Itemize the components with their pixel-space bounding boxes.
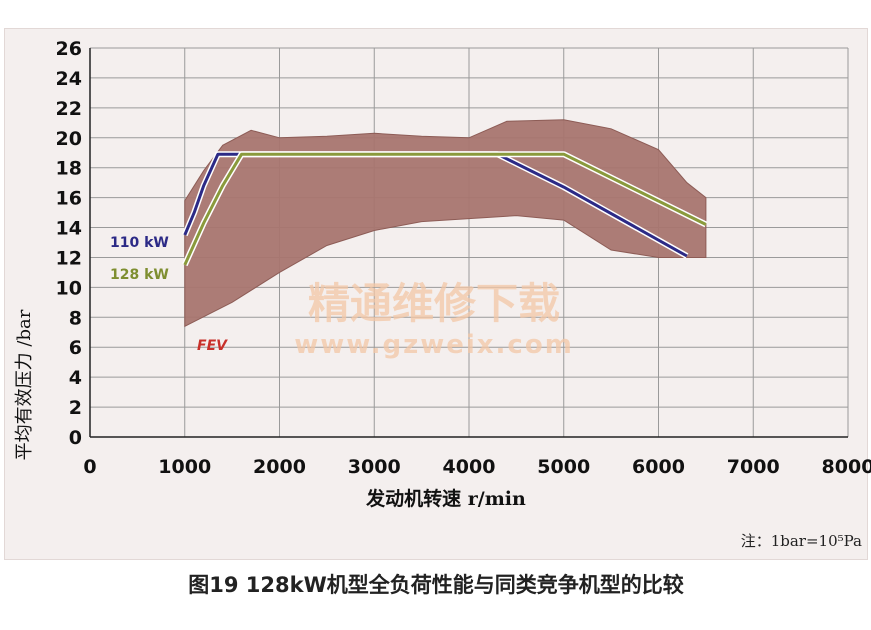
x-tick-label: 0: [83, 456, 96, 478]
watermark-text: 精通维修下载: [308, 279, 560, 328]
watermark-url: www.gzweix.com: [294, 330, 574, 360]
series-layer: [182, 151, 708, 267]
x-tick-label: 4000: [443, 456, 496, 478]
axis-layer: [89, 48, 848, 438]
x-tick-label: 5000: [537, 456, 590, 478]
y-tick-label: 12: [56, 247, 82, 269]
y-tick-label: 4: [69, 367, 82, 389]
y-tick-label: 20: [56, 128, 82, 150]
y-tick-label: 16: [56, 188, 82, 210]
series-label-128kw: 128 kW: [110, 267, 169, 283]
y-tick-label: 14: [56, 218, 82, 240]
series-line-1: [183, 152, 707, 266]
plot-background: [4, 28, 868, 560]
y-tick-label: 6: [69, 337, 82, 359]
series-label-110kw: 110 kW: [110, 235, 169, 251]
y-tick-label: 18: [56, 158, 82, 180]
y-tick-label: 0: [69, 427, 82, 449]
x-tick-label: 2000: [253, 456, 306, 478]
figure-caption: 图19 128kW机型全负荷性能与同类竞争机型的比较: [188, 573, 684, 597]
unit-note: 注：1bar=10⁵Pa: [741, 532, 862, 550]
y-tick-label: 24: [56, 68, 82, 90]
x-axis-label: 发动机转速 r/min: [365, 487, 526, 510]
y-tick-label: 10: [56, 277, 82, 299]
x-tick-label: 6000: [632, 456, 685, 478]
y-tick-label: 2: [69, 397, 82, 419]
band-label-fev: FEV: [197, 338, 228, 354]
tick-label-layer: 0 1000 2000 3000 4000 5000 6000 7000 80000246810…: [56, 38, 871, 478]
series-line-0: [183, 152, 688, 258]
x-tick-label: 1000: [158, 456, 211, 478]
y-tick-label: 8: [69, 307, 82, 329]
band-layer: [184, 119, 707, 328]
fev-band: [184, 119, 707, 328]
y-tick-label: 26: [56, 38, 82, 60]
y-tick-label: 22: [56, 98, 82, 120]
x-tick-label: 3000: [348, 456, 401, 478]
x-tick-label: 8000: [822, 456, 871, 478]
x-tick-label: 7000: [727, 456, 780, 478]
y-axis-label: 平均有效压力 /bar: [14, 309, 35, 460]
